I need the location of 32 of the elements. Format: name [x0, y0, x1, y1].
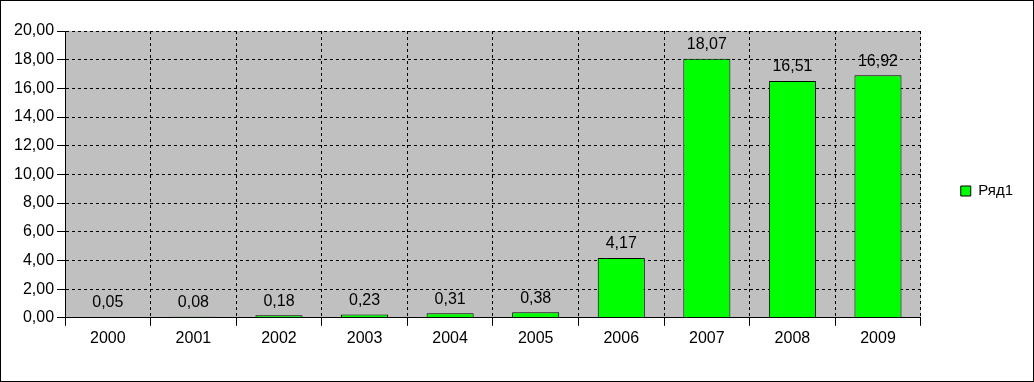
y-tick-label: 4,00 [22, 250, 55, 268]
data-label: 0,18 [263, 291, 295, 309]
x-tick-label: 2008 [774, 328, 811, 346]
x-tick-label: 2006 [603, 328, 640, 346]
x-tick-label: 2003 [346, 328, 383, 346]
data-label: 0,05 [92, 293, 124, 311]
x-tick-label: 2007 [689, 328, 725, 346]
data-label: 0,23 [348, 290, 381, 308]
data-label: 0,08 [177, 293, 210, 311]
data-label: 18,07 [686, 35, 727, 53]
y-tick-label: 2,00 [22, 279, 55, 297]
x-tick-label: 2000 [90, 328, 126, 346]
x-tick-label: 2001 [175, 328, 212, 346]
y-tick-label: 6,00 [22, 222, 55, 240]
data-label: 0,38 [520, 288, 552, 306]
x-tick-label: 2005 [517, 328, 554, 346]
y-tick-label: 10,00 [13, 164, 55, 182]
legend-label: Ряд1 [978, 181, 1014, 199]
y-tick-label: 20,00 [13, 21, 55, 39]
data-label: 4,17 [605, 234, 637, 252]
y-tick-label: 18,00 [13, 50, 55, 68]
data-label: 16,92 [857, 51, 899, 69]
data-label: 16,51 [772, 57, 813, 75]
x-tick-label: 2002 [261, 328, 297, 346]
data-label: 0,31 [434, 289, 466, 307]
y-tick-label: 14,00 [13, 107, 55, 125]
y-tick-label: 12,00 [13, 136, 55, 154]
x-tick-label: 2009 [860, 328, 896, 346]
x-tick-label: 2004 [432, 328, 469, 346]
y-tick-label: 8,00 [22, 193, 55, 211]
y-tick-label: 16,00 [13, 78, 55, 96]
y-tick-label: 0,00 [22, 308, 55, 326]
